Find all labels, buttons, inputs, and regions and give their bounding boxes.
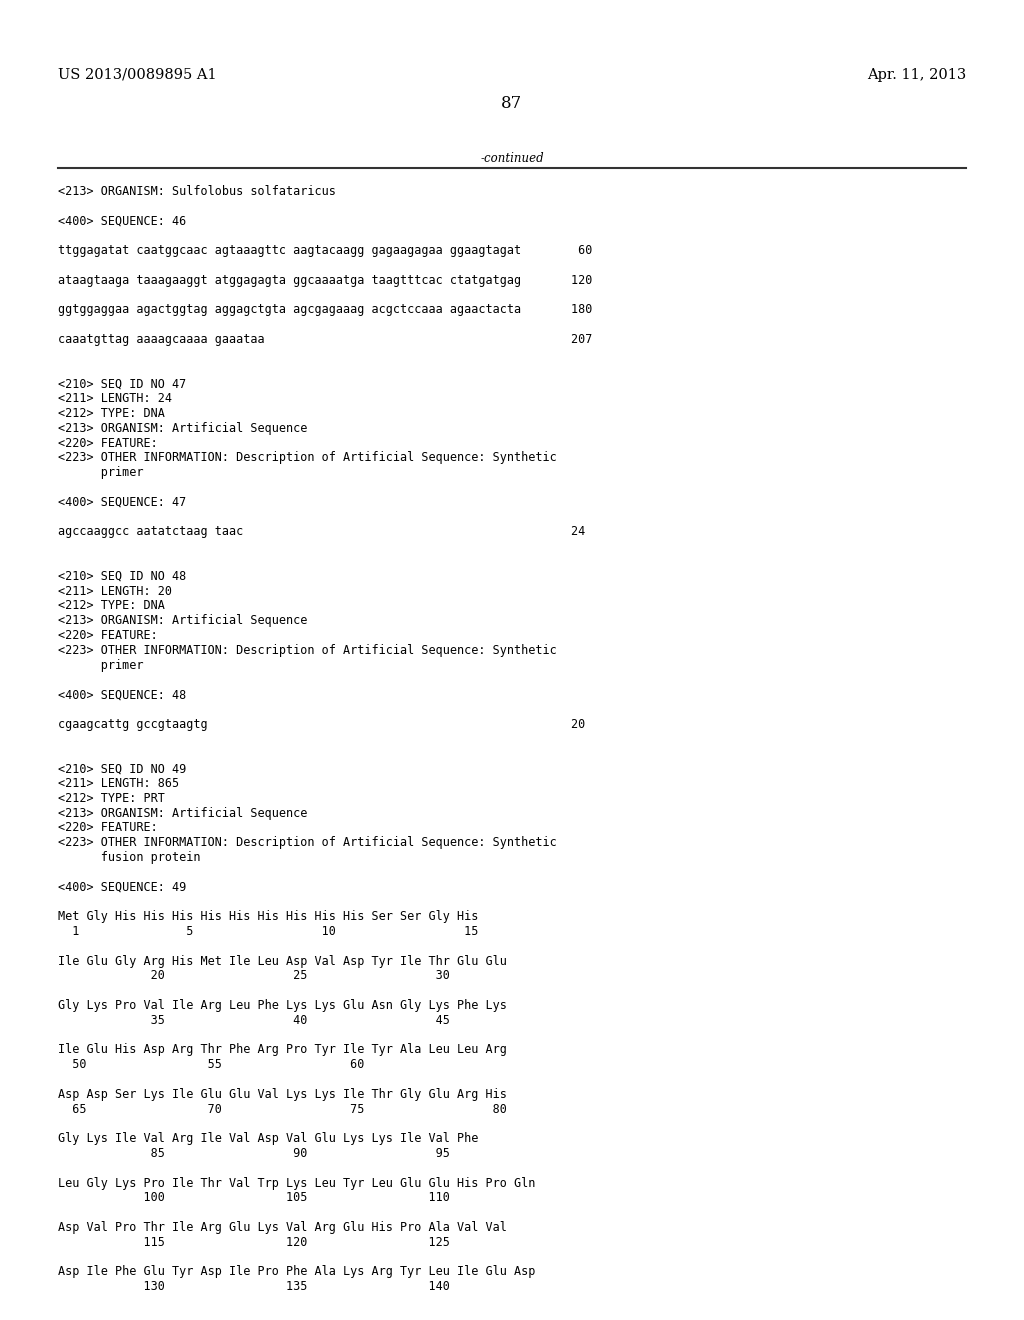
Text: <220> FEATURE:: <220> FEATURE: bbox=[58, 821, 158, 834]
Text: agccaaggcc aatatctaag taac                                              24: agccaaggcc aatatctaag taac 24 bbox=[58, 525, 586, 539]
Text: <211> LENGTH: 24: <211> LENGTH: 24 bbox=[58, 392, 172, 405]
Text: Apr. 11, 2013: Apr. 11, 2013 bbox=[866, 69, 966, 82]
Text: Leu Gly Lys Pro Ile Thr Val Trp Lys Leu Tyr Leu Glu Glu His Pro Gln: Leu Gly Lys Pro Ile Thr Val Trp Lys Leu … bbox=[58, 1176, 536, 1189]
Text: <400> SEQUENCE: 48: <400> SEQUENCE: 48 bbox=[58, 688, 186, 701]
Text: <212> TYPE: PRT: <212> TYPE: PRT bbox=[58, 792, 165, 805]
Text: <213> ORGANISM: Artificial Sequence: <213> ORGANISM: Artificial Sequence bbox=[58, 422, 307, 434]
Text: <210> SEQ ID NO 49: <210> SEQ ID NO 49 bbox=[58, 762, 186, 775]
Text: 65                 70                  75                  80: 65 70 75 80 bbox=[58, 1102, 507, 1115]
Text: <400> SEQUENCE: 47: <400> SEQUENCE: 47 bbox=[58, 496, 186, 508]
Text: <220> FEATURE:: <220> FEATURE: bbox=[58, 437, 158, 450]
Text: <223> OTHER INFORMATION: Description of Artificial Sequence: Synthetic: <223> OTHER INFORMATION: Description of … bbox=[58, 836, 557, 849]
Text: Gly Lys Pro Val Ile Arg Leu Phe Lys Lys Glu Asn Gly Lys Phe Lys: Gly Lys Pro Val Ile Arg Leu Phe Lys Lys … bbox=[58, 999, 507, 1012]
Text: Ile Glu Gly Arg His Met Ile Leu Asp Val Asp Tyr Ile Thr Glu Glu: Ile Glu Gly Arg His Met Ile Leu Asp Val … bbox=[58, 954, 507, 968]
Text: -continued: -continued bbox=[480, 152, 544, 165]
Text: primer: primer bbox=[58, 466, 143, 479]
Text: <210> SEQ ID NO 48: <210> SEQ ID NO 48 bbox=[58, 570, 186, 583]
Text: <212> TYPE: DNA: <212> TYPE: DNA bbox=[58, 599, 165, 612]
Text: US 2013/0089895 A1: US 2013/0089895 A1 bbox=[58, 69, 217, 82]
Text: primer: primer bbox=[58, 659, 143, 672]
Text: <223> OTHER INFORMATION: Description of Artificial Sequence: Synthetic: <223> OTHER INFORMATION: Description of … bbox=[58, 451, 557, 465]
Text: <211> LENGTH: 20: <211> LENGTH: 20 bbox=[58, 585, 172, 598]
Text: Met Gly His His His His His His His His His Ser Ser Gly His: Met Gly His His His His His His His His … bbox=[58, 911, 478, 923]
Text: ggtggaggaa agactggtag aggagctgta agcgagaaag acgctccaaa agaactacta       180: ggtggaggaa agactggtag aggagctgta agcgaga… bbox=[58, 304, 592, 317]
Text: 85                  90                  95: 85 90 95 bbox=[58, 1147, 450, 1160]
Text: 20                  25                  30: 20 25 30 bbox=[58, 969, 450, 982]
Text: fusion protein: fusion protein bbox=[58, 851, 201, 865]
Text: <211> LENGTH: 865: <211> LENGTH: 865 bbox=[58, 777, 179, 789]
Text: 35                  40                  45: 35 40 45 bbox=[58, 1014, 450, 1027]
Text: <213> ORGANISM: Sulfolobus solfataricus: <213> ORGANISM: Sulfolobus solfataricus bbox=[58, 185, 336, 198]
Text: Asp Val Pro Thr Ile Arg Glu Lys Val Arg Glu His Pro Ala Val Val: Asp Val Pro Thr Ile Arg Glu Lys Val Arg … bbox=[58, 1221, 507, 1234]
Text: 50                 55                  60: 50 55 60 bbox=[58, 1059, 365, 1072]
Text: <400> SEQUENCE: 46: <400> SEQUENCE: 46 bbox=[58, 215, 186, 227]
Text: 130                 135                 140: 130 135 140 bbox=[58, 1280, 450, 1294]
Text: Asp Ile Phe Glu Tyr Asp Ile Pro Phe Ala Lys Arg Tyr Leu Ile Glu Asp: Asp Ile Phe Glu Tyr Asp Ile Pro Phe Ala … bbox=[58, 1266, 536, 1278]
Text: <210> SEQ ID NO 47: <210> SEQ ID NO 47 bbox=[58, 378, 186, 391]
Text: 1               5                  10                  15: 1 5 10 15 bbox=[58, 925, 478, 939]
Text: ttggagatat caatggcaac agtaaagttc aagtacaagg gagaagagaa ggaagtagat        60: ttggagatat caatggcaac agtaaagttc aagtaca… bbox=[58, 244, 592, 257]
Text: <212> TYPE: DNA: <212> TYPE: DNA bbox=[58, 407, 165, 420]
Text: ataagtaaga taaagaaggt atggagagta ggcaaaatga taagtttcac ctatgatgag       120: ataagtaaga taaagaaggt atggagagta ggcaaaa… bbox=[58, 273, 592, 286]
Text: <400> SEQUENCE: 49: <400> SEQUENCE: 49 bbox=[58, 880, 186, 894]
Text: 87: 87 bbox=[502, 95, 522, 112]
Text: 100                 105                 110: 100 105 110 bbox=[58, 1192, 450, 1204]
Text: Ile Glu His Asp Arg Thr Phe Arg Pro Tyr Ile Tyr Ala Leu Leu Arg: Ile Glu His Asp Arg Thr Phe Arg Pro Tyr … bbox=[58, 1043, 507, 1056]
Text: caaatgttag aaaagcaaaa gaaataa                                           207: caaatgttag aaaagcaaaa gaaataa 207 bbox=[58, 333, 592, 346]
Text: <223> OTHER INFORMATION: Description of Artificial Sequence: Synthetic: <223> OTHER INFORMATION: Description of … bbox=[58, 644, 557, 657]
Text: cgaagcattg gccgtaagtg                                                   20: cgaagcattg gccgtaagtg 20 bbox=[58, 718, 586, 731]
Text: 115                 120                 125: 115 120 125 bbox=[58, 1236, 450, 1249]
Text: <213> ORGANISM: Artificial Sequence: <213> ORGANISM: Artificial Sequence bbox=[58, 807, 307, 820]
Text: <213> ORGANISM: Artificial Sequence: <213> ORGANISM: Artificial Sequence bbox=[58, 614, 307, 627]
Text: <220> FEATURE:: <220> FEATURE: bbox=[58, 630, 158, 642]
Text: Gly Lys Ile Val Arg Ile Val Asp Val Glu Lys Lys Ile Val Phe: Gly Lys Ile Val Arg Ile Val Asp Val Glu … bbox=[58, 1133, 478, 1146]
Text: Asp Asp Ser Lys Ile Glu Glu Val Lys Lys Ile Thr Gly Glu Arg His: Asp Asp Ser Lys Ile Glu Glu Val Lys Lys … bbox=[58, 1088, 507, 1101]
